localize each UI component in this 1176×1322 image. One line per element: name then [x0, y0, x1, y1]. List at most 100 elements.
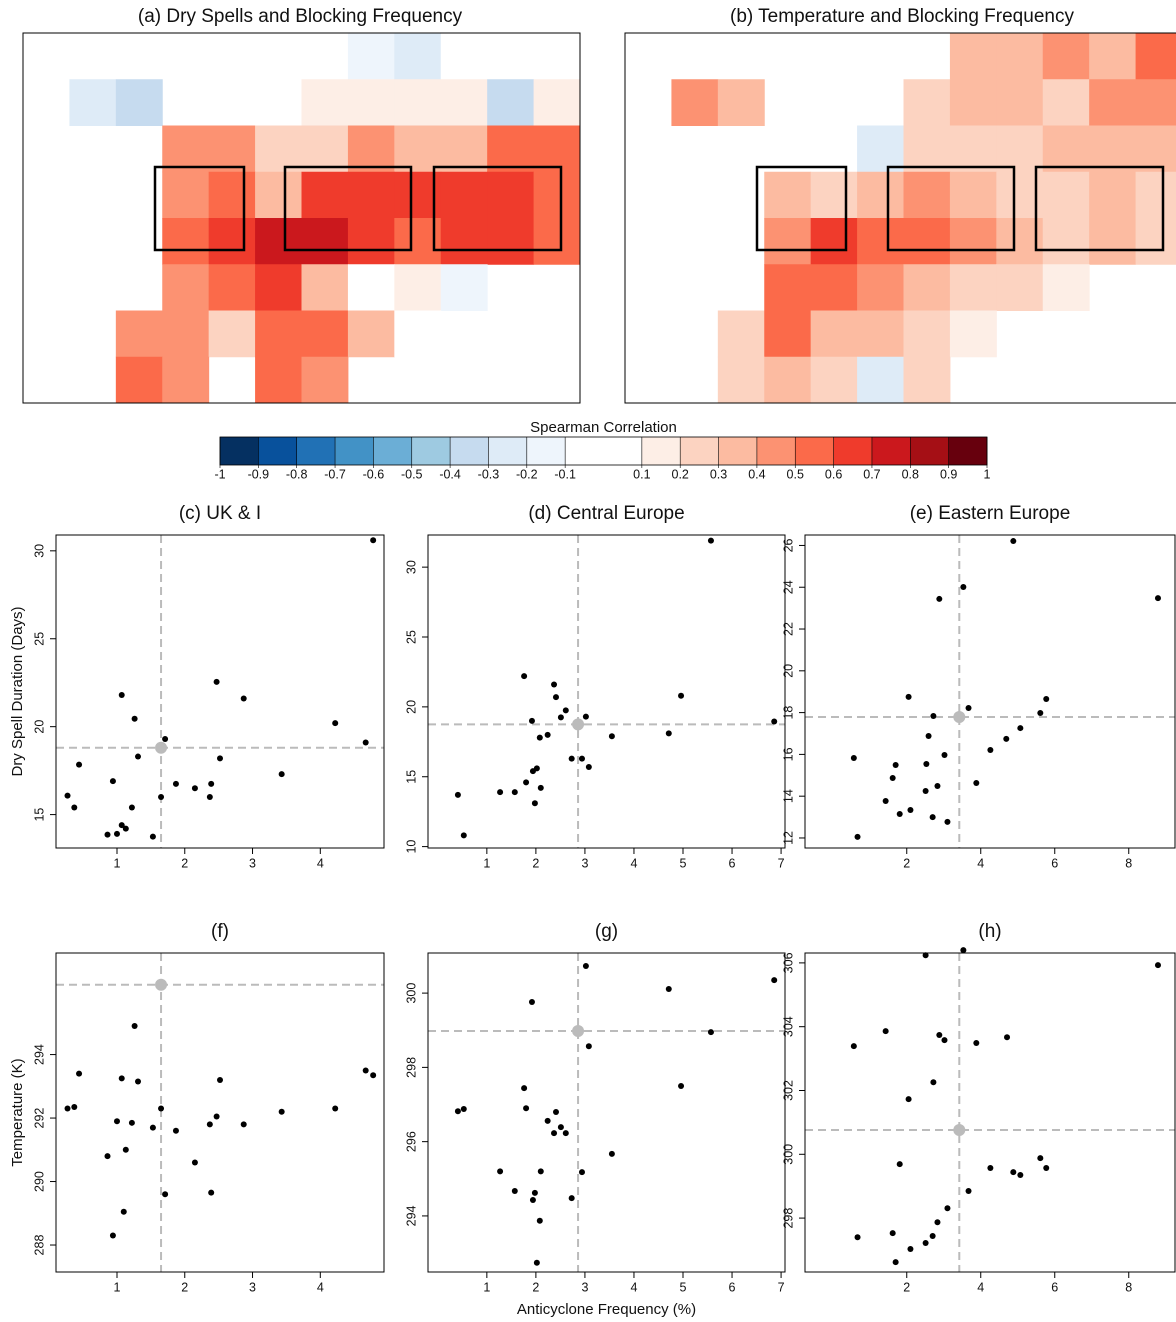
colorbar-tick-label: -0.6 [363, 467, 385, 481]
colorbar-bin [411, 437, 451, 465]
point [707, 537, 714, 544]
point [118, 692, 125, 699]
map-cell [440, 218, 488, 265]
map-cell [162, 171, 210, 219]
x-tick-label: 2 [532, 1280, 539, 1294]
point [578, 755, 585, 762]
map-title: (a) Dry Spells and Blocking Frequency [138, 6, 463, 27]
map-cell [1089, 33, 1137, 80]
point [944, 1205, 951, 1212]
map-cell [810, 171, 858, 219]
map-cell [347, 218, 395, 265]
point [528, 717, 535, 724]
x-tick-label: 3 [581, 856, 588, 870]
y-tick-label: 292 [32, 1108, 46, 1129]
region-box [283, 165, 413, 252]
colorbar-bin [488, 437, 528, 465]
x-tick-label: 5 [680, 856, 687, 870]
map-cell [440, 125, 488, 173]
point [370, 537, 377, 544]
point [158, 794, 165, 801]
y-tick-label: 10 [404, 840, 418, 854]
y-tick-label: 294 [404, 1205, 418, 1226]
x-tick-label: 3 [581, 1280, 588, 1294]
colorbar-bin [756, 437, 796, 465]
point [1010, 538, 1017, 545]
map-cell [949, 310, 997, 358]
map-cell [394, 264, 442, 311]
colorbar-bin [335, 437, 374, 465]
colorbar-tick-label: -1 [214, 467, 225, 481]
x-tick-label: 4 [977, 856, 984, 870]
point [922, 1239, 929, 1246]
map-cell [162, 125, 210, 173]
map-cell [764, 310, 812, 358]
map-title: (b) Temperature and Blocking Frequency [730, 6, 1074, 27]
y-tick-label: 302 [781, 1080, 795, 1101]
map-cell [208, 310, 256, 358]
point [907, 1246, 914, 1253]
point [544, 731, 551, 738]
y-tick-label: 300 [781, 1144, 795, 1165]
x-tick-label: 2 [181, 856, 188, 870]
point [537, 784, 544, 791]
point [206, 1121, 213, 1128]
y-tick-label: 25 [404, 630, 418, 644]
point [965, 705, 972, 712]
mean-point [572, 1024, 585, 1037]
map-cell [717, 79, 765, 126]
colorbar-tick-label: 0.3 [710, 467, 727, 481]
point [944, 818, 951, 825]
colorbar-tick-label: -0.7 [324, 467, 346, 481]
map-cell [1042, 125, 1090, 173]
point [332, 1105, 339, 1112]
map-cell [903, 171, 951, 219]
map-cell [255, 356, 302, 404]
point [973, 780, 980, 787]
map-cell [857, 356, 904, 404]
point [850, 754, 857, 761]
colorbar-bin [373, 437, 413, 465]
point [934, 1219, 941, 1226]
map-cell [949, 33, 997, 80]
mean-point [953, 1124, 966, 1137]
map-cell [208, 218, 256, 265]
point [149, 1124, 156, 1131]
point [987, 1165, 994, 1172]
y-tick-label: 300 [404, 983, 418, 1004]
map-cell [301, 264, 349, 311]
point [930, 1079, 937, 1086]
region-box [886, 165, 1016, 252]
point [1154, 595, 1161, 602]
map-cell [394, 79, 442, 126]
point [71, 804, 78, 811]
map-cell [255, 264, 302, 311]
point [536, 734, 543, 741]
point [987, 747, 994, 754]
point [135, 753, 141, 760]
map-cell [857, 125, 904, 173]
plot-frame [55, 534, 385, 849]
map-cell [764, 171, 812, 219]
map-cell [440, 33, 488, 80]
map-cell [301, 125, 349, 173]
point [578, 1169, 585, 1176]
point [941, 1037, 948, 1044]
map-cell [1089, 125, 1137, 173]
map-cell [255, 310, 302, 358]
map-cell [533, 125, 581, 173]
map-cell [1135, 171, 1176, 219]
y-tick-label: 20 [404, 700, 418, 714]
point [678, 1082, 685, 1089]
point [521, 673, 528, 680]
point [568, 755, 575, 762]
y-tick-label: 30 [404, 560, 418, 574]
point [707, 1029, 714, 1036]
map-cell [255, 218, 302, 265]
point [905, 1096, 912, 1103]
colorbar-tick-label: -0.8 [286, 467, 308, 481]
point [896, 810, 903, 817]
point [552, 694, 559, 701]
point [208, 1189, 215, 1196]
map-cell [115, 356, 163, 404]
